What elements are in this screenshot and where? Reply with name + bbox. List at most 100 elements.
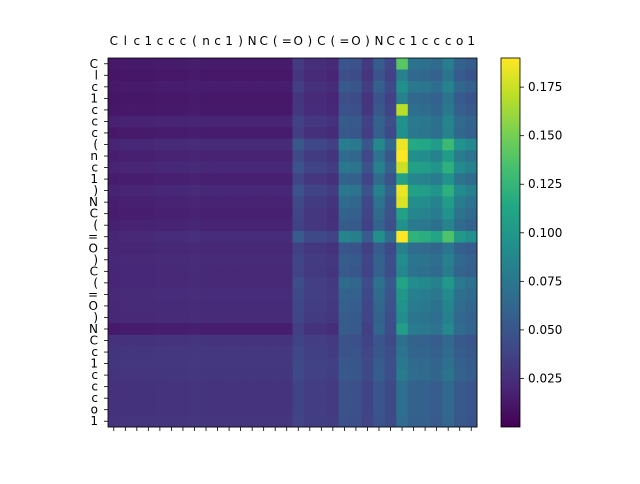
heatmap-cell xyxy=(257,184,270,197)
heatmap-cell xyxy=(361,392,374,405)
heatmap-cell xyxy=(453,300,466,313)
heatmap-cell xyxy=(223,150,236,163)
heatmap-cell xyxy=(280,300,293,313)
heatmap-cell xyxy=(165,369,178,382)
heatmap-cell xyxy=(177,300,190,313)
heatmap-cell xyxy=(177,265,190,278)
heatmap-cell xyxy=(350,138,363,151)
heatmap-cell xyxy=(211,277,224,290)
heatmap-cell xyxy=(234,230,247,243)
heatmap-cell xyxy=(442,230,455,243)
heatmap-cell xyxy=(269,230,282,243)
heatmap-cell xyxy=(119,288,132,301)
heatmap-cell xyxy=(304,104,316,117)
heatmap-cell xyxy=(131,380,143,393)
heatmap-cell xyxy=(361,173,374,186)
heatmap-cell xyxy=(177,104,190,117)
heatmap-cell xyxy=(200,265,213,278)
heatmap-cell xyxy=(465,265,478,278)
heatmap-cell xyxy=(430,346,443,359)
heatmap-cell xyxy=(292,334,305,347)
heatmap-cell xyxy=(373,81,386,93)
heatmap-cell xyxy=(315,219,328,232)
heatmap-cell xyxy=(177,150,190,163)
heatmap-cell xyxy=(407,300,420,313)
heatmap-cell xyxy=(234,127,247,140)
heatmap-cell xyxy=(177,369,190,382)
heatmap-cell xyxy=(338,92,351,105)
heatmap-cell xyxy=(188,104,201,117)
heatmap-cell xyxy=(188,392,201,405)
heatmap-cell xyxy=(384,323,397,336)
heatmap-cell xyxy=(304,92,316,105)
heatmap-cell xyxy=(223,92,236,105)
heatmap-cell xyxy=(211,207,224,220)
heatmap-cell xyxy=(407,380,420,393)
heatmap-cell xyxy=(361,69,374,82)
heatmap-cell xyxy=(211,254,224,266)
heatmap-cell xyxy=(396,288,409,301)
heatmap-cell xyxy=(350,230,363,243)
heatmap-cell xyxy=(292,58,305,70)
heatmap-cell xyxy=(419,196,432,209)
heatmap-cell xyxy=(419,127,432,140)
heatmap-cell xyxy=(292,230,305,243)
heatmap-cell xyxy=(327,219,340,232)
heatmap-cell xyxy=(338,403,351,416)
heatmap-cell xyxy=(246,380,259,393)
heatmap-cell xyxy=(165,242,178,255)
heatmap-cell xyxy=(119,334,132,347)
heatmap-cell xyxy=(292,357,305,370)
heatmap-cell xyxy=(384,357,397,370)
heatmap-cell xyxy=(430,161,443,174)
heatmap-cell xyxy=(292,346,305,359)
heatmap-cell xyxy=(442,288,455,301)
heatmap-cell xyxy=(315,230,328,243)
heatmap-cell xyxy=(338,415,351,428)
heatmap-cell xyxy=(246,415,259,428)
heatmap-cell xyxy=(223,81,236,93)
x-tick-label: c xyxy=(214,34,221,48)
heatmap-cell xyxy=(430,369,443,382)
heatmap-cell xyxy=(304,265,316,278)
heatmap-cell xyxy=(292,115,305,128)
heatmap-cell xyxy=(223,334,236,347)
heatmap-cell xyxy=(131,230,143,243)
heatmap-cell xyxy=(442,311,455,324)
heatmap-cell xyxy=(108,69,120,82)
heatmap-cell xyxy=(304,242,316,255)
heatmap-cell xyxy=(154,207,167,220)
y-tick-label: c xyxy=(91,114,98,128)
heatmap-cell xyxy=(142,161,155,174)
heatmap-cell xyxy=(350,207,363,220)
heatmap-cell xyxy=(257,207,270,220)
heatmap-cell xyxy=(338,334,351,347)
heatmap-cell xyxy=(396,300,409,313)
heatmap-cell xyxy=(430,207,443,220)
heatmap-cell xyxy=(177,161,190,174)
heatmap-cell xyxy=(154,196,167,209)
heatmap-cell xyxy=(315,69,328,82)
heatmap-cell xyxy=(269,219,282,232)
heatmap-cell xyxy=(246,334,259,347)
heatmap-cell xyxy=(234,242,247,255)
heatmap-cell xyxy=(131,288,143,301)
heatmap-cell xyxy=(165,415,178,428)
heatmap-cell xyxy=(257,196,270,209)
heatmap-cell xyxy=(350,265,363,278)
heatmap-cell xyxy=(338,242,351,255)
heatmap-cell xyxy=(108,138,120,151)
heatmap-cell xyxy=(384,230,397,243)
heatmap-cell xyxy=(108,173,120,186)
heatmap-cell xyxy=(292,150,305,163)
heatmap-cell xyxy=(154,254,167,266)
heatmap-cell xyxy=(154,150,167,163)
heatmap-cell xyxy=(396,242,409,255)
y-tick-label: c xyxy=(91,391,98,405)
heatmap-cell xyxy=(257,346,270,359)
heatmap-cell xyxy=(430,288,443,301)
heatmap-cell xyxy=(419,254,432,266)
heatmap-cell xyxy=(108,115,120,128)
heatmap-cell xyxy=(234,69,247,82)
y-tick-label: c xyxy=(91,345,98,359)
